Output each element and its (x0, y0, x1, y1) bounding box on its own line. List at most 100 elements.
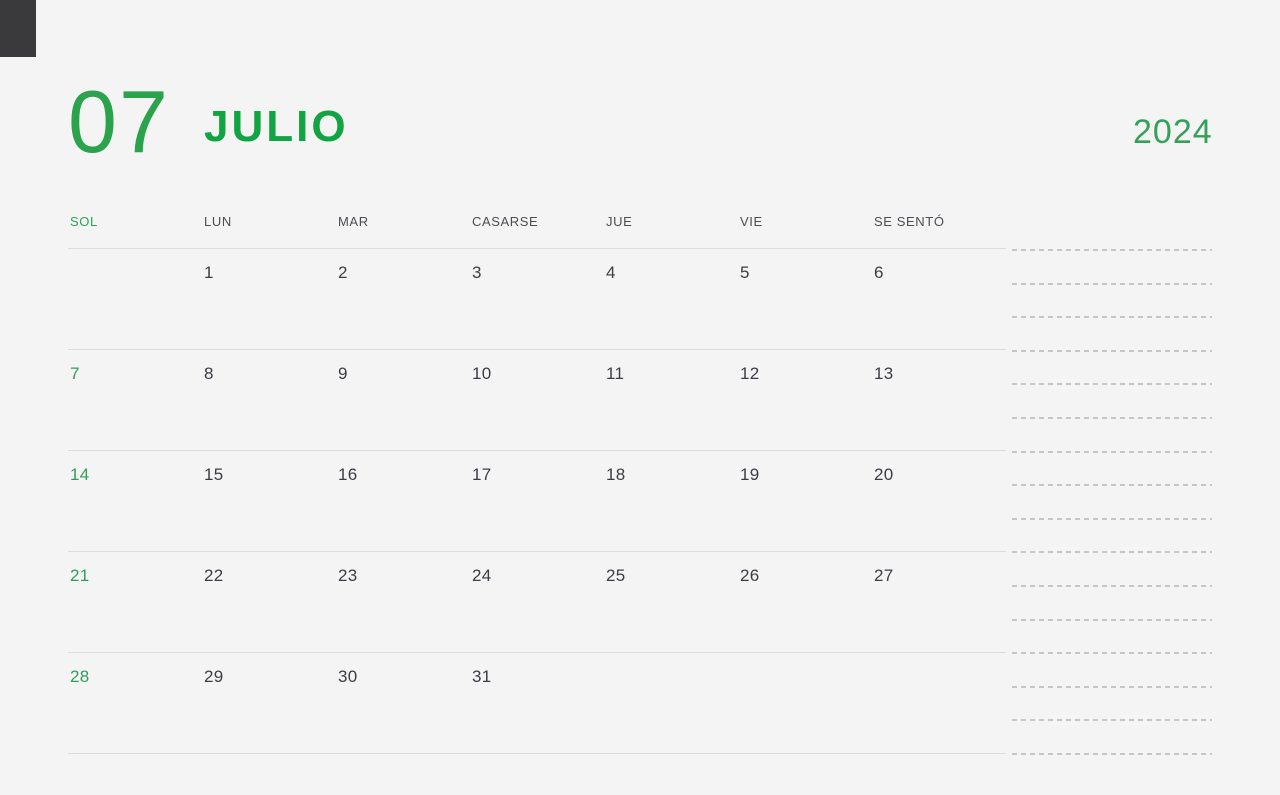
date-number: 10 (472, 364, 492, 383)
note-line (1012, 719, 1212, 722)
date-cell: 22 (202, 552, 336, 652)
note-line (1012, 517, 1212, 520)
day-header-lun: LUN (204, 214, 232, 229)
date-cell: 30 (336, 653, 470, 753)
calendar-grid: 1 2 3 4 5 6 7 8 9 10 11 12 13 14 15 16 17 18 19 20 21 22 23 24 2… (68, 248, 1006, 754)
date-cell: 7 (68, 350, 202, 450)
date-number: 28 (70, 667, 90, 686)
date-cell: 8 (202, 350, 336, 450)
date-number: 8 (204, 364, 214, 383)
date-cell: 27 (872, 552, 1006, 652)
date-cell (604, 653, 738, 753)
date-cell: 13 (872, 350, 1006, 450)
note-line (1012, 383, 1212, 386)
date-cell: 19 (738, 451, 872, 551)
date-number: 18 (606, 465, 626, 484)
date-cell: 28 (68, 653, 202, 753)
date-number: 17 (472, 465, 492, 484)
date-number: 25 (606, 566, 626, 585)
corner-accent (0, 0, 36, 57)
note-line (1012, 551, 1212, 554)
date-cell (738, 653, 872, 753)
note-line (1012, 316, 1212, 319)
date-cell: 12 (738, 350, 872, 450)
note-line (1012, 752, 1212, 755)
week-row: 1 2 3 4 5 6 (68, 248, 1006, 349)
date-cell: 26 (738, 552, 872, 652)
note-line (1012, 249, 1212, 251)
date-number: 27 (874, 566, 894, 585)
date-cell: 2 (336, 249, 470, 349)
day-header-se-sento: SE SENTÓ (874, 214, 945, 229)
week-row: 7 8 9 10 11 12 13 (68, 349, 1006, 450)
date-cell: 18 (604, 451, 738, 551)
date-number: 12 (740, 364, 760, 383)
date-cell: 6 (872, 249, 1006, 349)
day-header-mar: MAR (338, 214, 369, 229)
note-line (1012, 584, 1212, 587)
date-number: 15 (204, 465, 224, 484)
date-cell: 16 (336, 451, 470, 551)
date-number: 3 (472, 263, 482, 282)
day-header-row: SOL LUN MAR CASARSE JUE VIE SE SENTÓ (68, 214, 1006, 229)
note-line (1012, 282, 1212, 285)
date-number: 5 (740, 263, 750, 282)
month-title: JULIO (204, 102, 349, 151)
date-cell: 17 (470, 451, 604, 551)
date-cell: 15 (202, 451, 336, 551)
date-number: 4 (606, 263, 616, 282)
note-line (1012, 652, 1212, 655)
date-cell: 9 (336, 350, 470, 450)
week-row: 28 29 30 31 (68, 652, 1006, 753)
date-number: 23 (338, 566, 358, 585)
date-number: 6 (874, 263, 884, 282)
date-number: 21 (70, 566, 90, 585)
date-number: 20 (874, 465, 894, 484)
note-line (1012, 450, 1212, 453)
year-label: 2024 (1133, 113, 1213, 151)
date-cell (68, 249, 202, 349)
date-cell: 10 (470, 350, 604, 450)
note-line (1012, 416, 1212, 419)
date-number: 14 (70, 465, 90, 484)
date-number: 11 (606, 364, 625, 383)
note-line (1012, 685, 1212, 688)
date-cell: 29 (202, 653, 336, 753)
date-number: 24 (472, 566, 492, 585)
date-cell: 25 (604, 552, 738, 652)
date-cell: 5 (738, 249, 872, 349)
day-header-jue: JUE (606, 214, 633, 229)
week-row: 14 15 16 17 18 19 20 (68, 450, 1006, 551)
date-number: 22 (204, 566, 224, 585)
notes-lines (1012, 249, 1212, 755)
date-number: 2 (338, 263, 348, 282)
date-number: 16 (338, 465, 358, 484)
date-cell: 11 (604, 350, 738, 450)
note-line (1012, 618, 1212, 621)
date-number: 9 (338, 364, 348, 383)
date-cell: 31 (470, 653, 604, 753)
date-number: 1 (204, 263, 214, 282)
date-number: 29 (204, 667, 224, 686)
week-row: 21 22 23 24 25 26 27 (68, 551, 1006, 652)
date-cell: 1 (202, 249, 336, 349)
date-cell: 4 (604, 249, 738, 349)
date-number: 7 (70, 364, 80, 383)
date-number: 13 (874, 364, 894, 383)
date-cell (872, 653, 1006, 753)
day-header-sol: SOL (70, 214, 98, 229)
note-line (1012, 349, 1212, 352)
date-cell: 24 (470, 552, 604, 652)
date-cell: 23 (336, 552, 470, 652)
date-number: 31 (472, 667, 492, 686)
date-number: 30 (338, 667, 358, 686)
note-line (1012, 484, 1212, 487)
day-header-vie: VIE (740, 214, 763, 229)
date-number: 19 (740, 465, 760, 484)
month-number: 07 (68, 72, 170, 171)
date-cell: 21 (68, 552, 202, 652)
date-cell: 20 (872, 451, 1006, 551)
date-number: 26 (740, 566, 760, 585)
date-cell: 3 (470, 249, 604, 349)
